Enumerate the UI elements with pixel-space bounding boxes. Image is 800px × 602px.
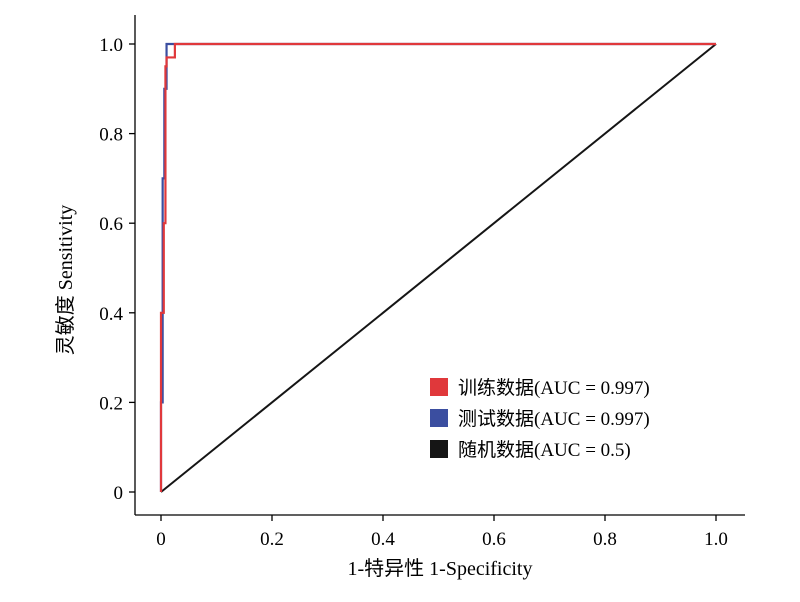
legend-entry-training: 训练数据(AUC = 0.997) [430,377,650,399]
x-tick-label: 0.2 [260,529,284,550]
legend-entry-random: 随机数据(AUC = 0.5) [430,439,631,461]
x-axis-title: 1-特异性 1-Specificity [348,557,533,580]
legend-label: 随机数据(AUC = 0.5) [458,439,631,461]
legend-swatch [430,378,448,396]
training-roc-line [159,42,716,492]
x-tick-label: 0.6 [482,529,506,550]
x-tick-label: 0.4 [371,529,395,550]
legend-entry-test: 测试数据(AUC = 0.997) [430,408,650,430]
x-tick-label: 0.8 [593,529,617,550]
y-tick-label: 1.0 [99,35,123,56]
legend-swatch [430,409,448,427]
y-tick-label: 0.2 [99,393,123,414]
series-layer [159,42,717,493]
y-tick-label: 0.6 [99,214,123,235]
x-axis-ticks: 0 0.2 0.4 0.6 0.8 1.0 [156,515,728,550]
y-tick-label: 0.8 [99,125,123,146]
y-axis-ticks: 0 0.2 0.4 0.6 0.8 1.0 [99,35,135,504]
x-tick-label: 1.0 [704,529,728,550]
legend-label: 测试数据(AUC = 0.997) [458,408,650,430]
axis-frame [134,15,745,516]
legend: 训练数据(AUC = 0.997) 测试数据(AUC = 0.997) 随机数据(A… [430,377,650,461]
y-axis-title: 灵敏度 Sensitivity [54,205,77,356]
y-tick-label: 0.4 [99,304,123,325]
random-reference-line [160,43,717,493]
legend-label: 训练数据(AUC = 0.997) [458,377,650,399]
legend-swatch [430,440,448,458]
x-tick-label: 0 [156,529,166,550]
y-tick-label: 0 [114,483,124,504]
